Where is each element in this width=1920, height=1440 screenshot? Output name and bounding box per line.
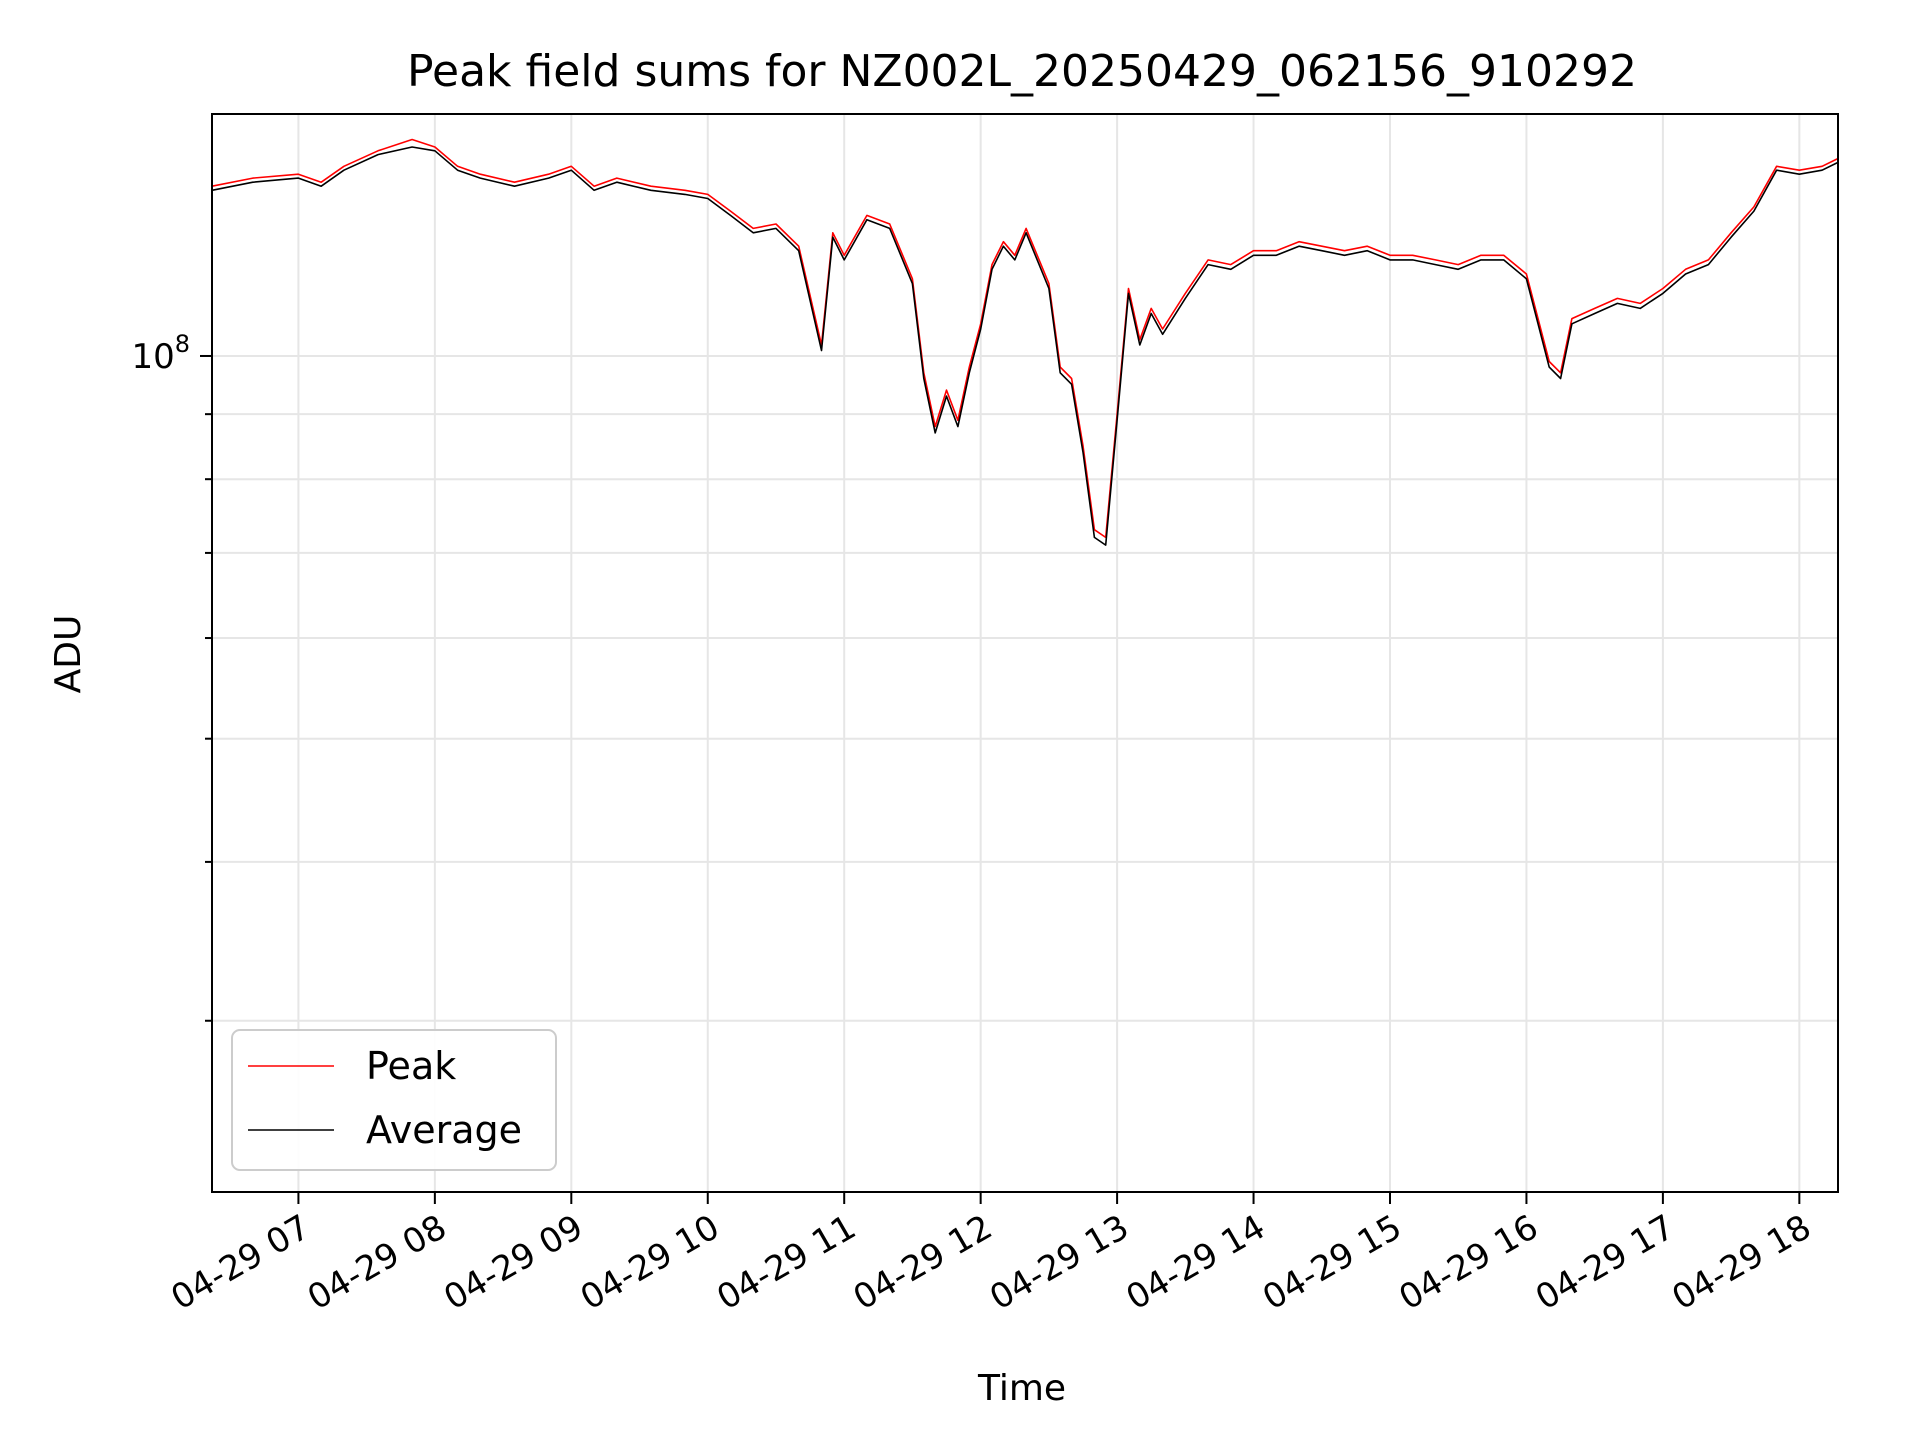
chart-title: Peak field sums for NZ002L_20250429_0621… xyxy=(407,46,1637,97)
series-average-line xyxy=(211,146,1839,546)
y-axis-label: ADU xyxy=(48,615,89,694)
y-tick-label: 108 xyxy=(131,330,190,377)
plot-frame xyxy=(211,113,1839,1193)
legend-box xyxy=(231,1029,557,1171)
grid xyxy=(212,114,1838,1192)
legend: Peak Average xyxy=(231,1029,557,1171)
x-axis-label: Time xyxy=(977,1368,1066,1409)
legend-peak-label: Peak xyxy=(366,1044,456,1088)
series-peak-line xyxy=(211,138,1839,539)
legend-average-label: Average xyxy=(366,1108,522,1152)
series-lines xyxy=(211,138,1839,546)
